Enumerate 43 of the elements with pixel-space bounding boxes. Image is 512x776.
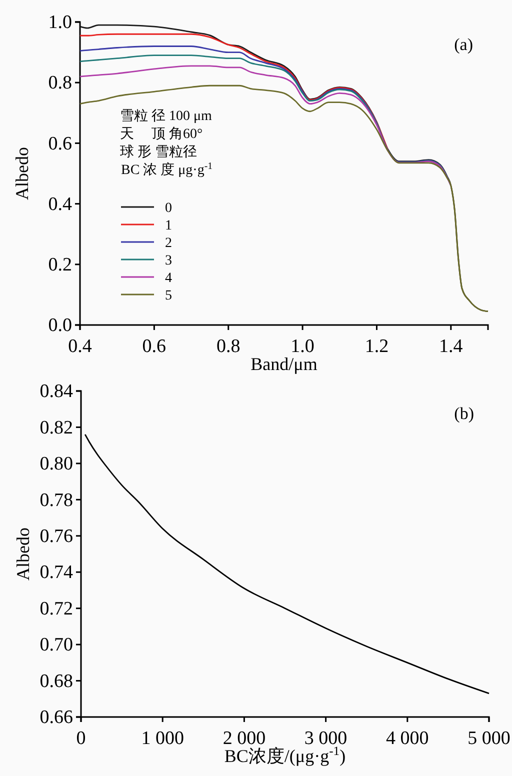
annotation: (b) <box>454 404 474 423</box>
y-tick-label: 0.6 <box>48 133 72 154</box>
legend-label: 0 <box>165 201 172 216</box>
y-tick-label: 0.66 <box>40 707 73 728</box>
line-series <box>84 434 490 694</box>
y-tick-label: 0.78 <box>40 490 73 511</box>
annotation: 天 顶 角60° <box>120 126 203 142</box>
y-axis-title: Albedo <box>12 147 32 200</box>
y-tick-label: 0.8 <box>48 72 72 94</box>
x-tick-label: 1 000 <box>141 728 184 749</box>
y-tick-label: 0.82 <box>40 417 73 438</box>
y-tick-label: 0.0 <box>48 315 72 336</box>
annotation: 雪粒 径 100 μm <box>120 108 212 124</box>
y-tick-label: 0.70 <box>40 634 73 656</box>
legend-label: 2 <box>165 236 172 251</box>
x-tick-label: 1.4 <box>439 336 464 357</box>
annotation: 球 形 雪粒径 <box>120 144 197 160</box>
line-series <box>79 84 489 312</box>
x-tick-label: 1.0 <box>290 336 314 357</box>
legend-title: BC 浓 度 μg·g$^{-1}$ <box>121 160 213 178</box>
annotation: (a) <box>454 35 473 54</box>
y-tick-label: 0.68 <box>40 670 73 692</box>
y-tick-label: 1.0 <box>48 12 72 34</box>
x-tick-label: 0.6 <box>142 336 166 357</box>
x-tick-label: 4 000 <box>386 728 429 749</box>
x-tick-label: 1.2 <box>364 336 389 357</box>
x-axis-title: Band/μm <box>250 354 318 374</box>
y-tick-label: 0.4 <box>48 194 72 215</box>
y-tick-label: 0.72 <box>40 598 73 620</box>
legend-label: 5 <box>165 288 172 304</box>
x-tick-label: 0 <box>76 728 86 749</box>
y-tick-label: 0.84 <box>40 381 74 402</box>
y-tick-label: 0.80 <box>40 454 73 475</box>
x-tick-label: 0.4 <box>68 336 92 357</box>
x-tick-label: 5 000 <box>468 728 510 749</box>
legend-label: 1 <box>165 218 172 234</box>
legend-label: 4 <box>165 271 172 286</box>
legend-label: 3 <box>165 254 172 268</box>
y-tick-label: 0.76 <box>40 526 73 547</box>
y-tick-label: 0.74 <box>40 562 74 584</box>
x-tick-label: 0.8 <box>216 336 240 357</box>
y-axis-title: Albedo <box>13 528 33 580</box>
y-tick-label: 0.2 <box>48 254 72 276</box>
